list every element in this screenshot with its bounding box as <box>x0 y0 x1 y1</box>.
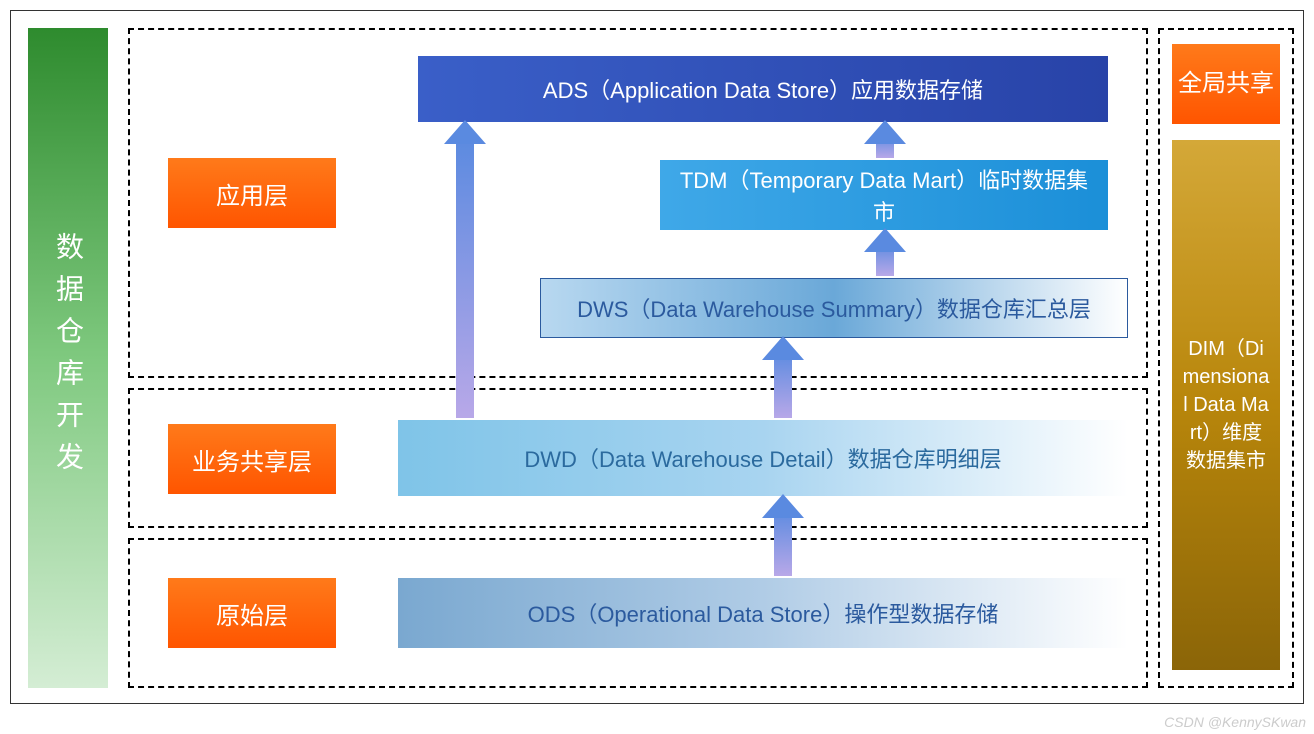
node-tdm: TDM（Temporary Data Mart）临时数据集市 <box>660 160 1108 230</box>
node-dwd: DWD（Data Warehouse Detail）数据仓库明细层 <box>398 420 1128 496</box>
node-dws: DWS（Data Warehouse Summary）数据仓库汇总层 <box>540 278 1128 338</box>
node-ads: ADS（Application Data Store）应用数据存储 <box>418 56 1108 122</box>
arrow-dwd-to-ads <box>450 134 480 418</box>
label-biz-share-layer: 业务共享层 <box>168 424 336 494</box>
arrow-dwd-to-dws <box>768 350 798 418</box>
watermark: CSDN @KennySKwan <box>1164 714 1306 730</box>
arrow-tdm-to-ads <box>870 134 900 158</box>
node-ods: ODS（Operational Data Store）操作型数据存储 <box>398 578 1128 648</box>
label-raw-layer: 原始层 <box>168 578 336 648</box>
label-app-layer: 应用层 <box>168 158 336 228</box>
left-sidebar: 数据仓库开发 <box>28 28 108 688</box>
arrow-ods-to-dwd <box>768 508 798 576</box>
left-sidebar-label: 数据仓库开发 <box>48 232 88 484</box>
right-top-label: 全局共享 <box>1172 44 1280 124</box>
arrow-dws-to-tdm <box>870 242 900 276</box>
right-bottom-label: DIM（Dimensional Data Mart）维度数据集市 <box>1172 140 1280 670</box>
